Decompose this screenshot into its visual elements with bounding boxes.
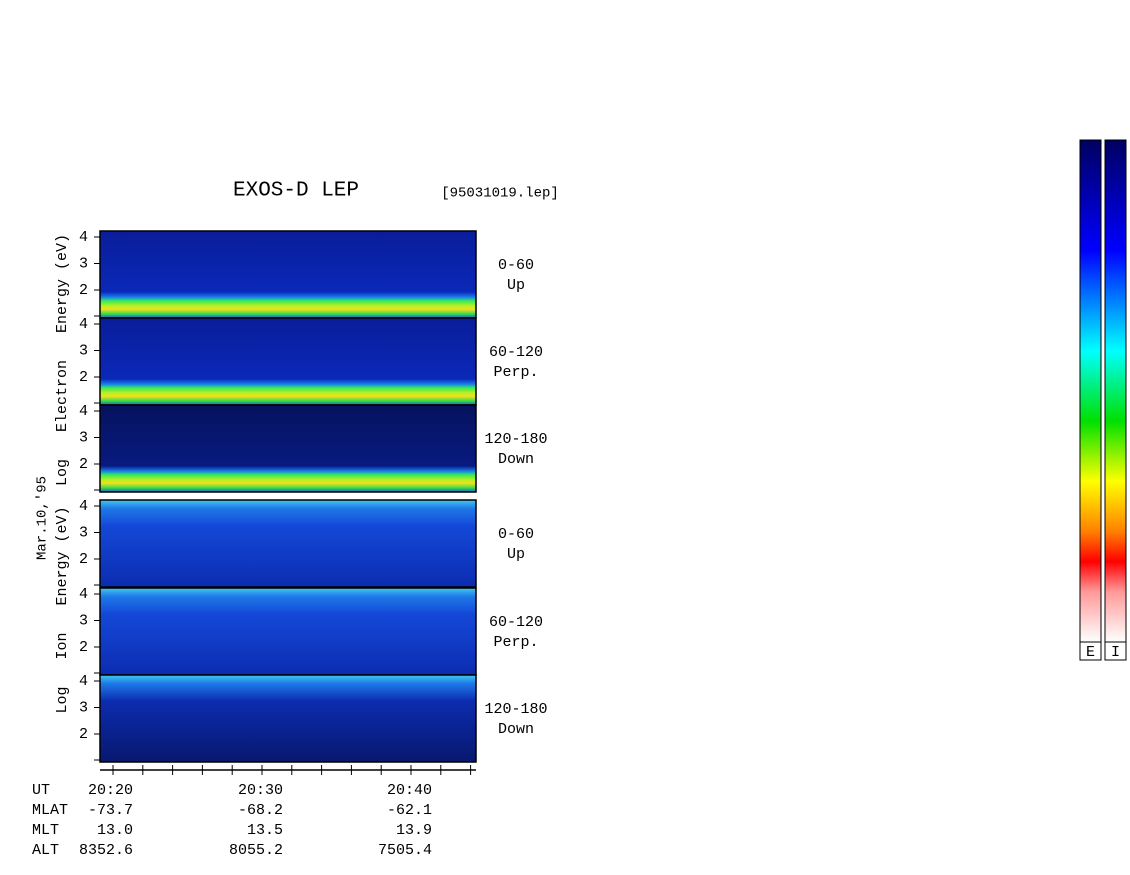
- spectrogram: [99, 587, 477, 676]
- spectrogram: [99, 317, 477, 406]
- axis-value: 20:30: [238, 782, 283, 799]
- range-label: 60-120: [489, 344, 543, 361]
- axis-value: 20:40: [387, 782, 432, 799]
- y-tick-label: 2: [79, 726, 88, 743]
- direction-label: Down: [498, 721, 534, 738]
- color-bar-label: I: [1111, 644, 1120, 661]
- color-bar-label: E: [1086, 644, 1095, 661]
- y-tick-label: 2: [79, 456, 88, 473]
- color-bar: [1079, 139, 1102, 643]
- spectrogram: [99, 499, 477, 588]
- row-label: UT: [32, 782, 50, 799]
- axis-value: 20:20: [88, 782, 133, 799]
- y-tick-label: 4: [79, 586, 88, 603]
- axis-value: 13.9: [396, 822, 432, 839]
- range-label: 120-180: [484, 701, 547, 718]
- ion-axis-label: Log Ion Energy (eV): [54, 506, 71, 713]
- title: EXOS-D LEP: [233, 180, 359, 203]
- row-label: MLT: [32, 822, 59, 839]
- range-label: 120-180: [484, 431, 547, 448]
- y-tick-label: 4: [79, 673, 88, 690]
- y-tick-label: 4: [79, 498, 88, 515]
- range-label: 0-60: [498, 526, 534, 543]
- y-tick-label: 2: [79, 639, 88, 656]
- color-bar-label-box: [1104, 641, 1127, 661]
- y-tick-label: 2: [79, 282, 88, 299]
- y-tick-label: 4: [79, 403, 88, 420]
- spectrogram: [99, 674, 477, 763]
- direction-label: Perp.: [493, 364, 538, 381]
- y-tick-label: 2: [79, 369, 88, 386]
- direction-label: Up: [507, 546, 525, 563]
- axis-value: 8055.2: [229, 842, 283, 859]
- direction-label: Up: [507, 277, 525, 294]
- y-tick-label: 4: [79, 316, 88, 333]
- y-tick-label: 2: [79, 551, 88, 568]
- y-tick-label: 3: [79, 699, 88, 716]
- date: Mar.10,'95: [35, 476, 51, 560]
- electron-axis-label: Log Electron Energy (eV): [54, 234, 71, 486]
- file-name: [95031019.lep]: [441, 186, 559, 202]
- direction-label: Down: [498, 451, 534, 468]
- y-tick-label: 3: [79, 342, 88, 359]
- y-tick-label: 4: [79, 229, 88, 246]
- y-tick-label: 3: [79, 524, 88, 541]
- range-label: 0-60: [498, 257, 534, 274]
- axis-value: -68.2: [238, 802, 283, 819]
- color-bar-label-box: [1079, 641, 1102, 661]
- spectrogram: [99, 404, 477, 493]
- row-label: MLAT: [32, 802, 68, 819]
- row-label: ALT: [32, 842, 59, 859]
- axis-value: 7505.4: [378, 842, 432, 859]
- spectrogram: [99, 230, 477, 319]
- y-tick-label: 3: [79, 255, 88, 272]
- range-label: 60-120: [489, 614, 543, 631]
- axis-value: -73.7: [88, 802, 133, 819]
- y-tick-label: 3: [79, 429, 88, 446]
- axis-value: 8352.6: [79, 842, 133, 859]
- axis-value: 13.0: [97, 822, 133, 839]
- axis-value: -62.1: [387, 802, 432, 819]
- direction-label: Perp.: [493, 634, 538, 651]
- color-bar: [1104, 139, 1127, 643]
- axis-value: 13.5: [247, 822, 283, 839]
- y-tick-label: 3: [79, 612, 88, 629]
